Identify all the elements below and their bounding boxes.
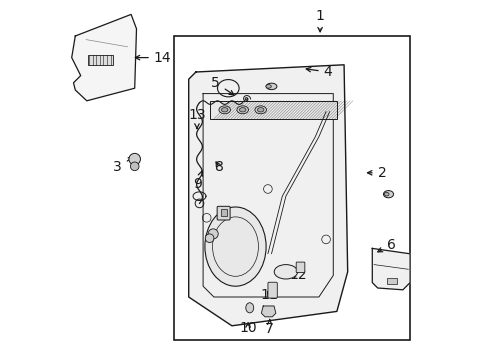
Bar bbox=[174, 36, 409, 340]
Text: 5: 5 bbox=[211, 76, 233, 95]
Polygon shape bbox=[72, 14, 136, 101]
Ellipse shape bbox=[265, 85, 271, 88]
Text: 2: 2 bbox=[366, 166, 386, 180]
Text: 8: 8 bbox=[214, 161, 224, 174]
Text: 10: 10 bbox=[239, 321, 256, 335]
Text: 14: 14 bbox=[135, 51, 171, 64]
Ellipse shape bbox=[254, 106, 266, 114]
Ellipse shape bbox=[239, 108, 245, 112]
Ellipse shape bbox=[219, 106, 230, 114]
Polygon shape bbox=[188, 65, 347, 326]
Bar bbox=[210, 101, 336, 119]
Polygon shape bbox=[261, 306, 275, 317]
Text: 9: 9 bbox=[193, 171, 202, 190]
Bar bbox=[386, 278, 397, 284]
Text: 4: 4 bbox=[305, 65, 332, 79]
Polygon shape bbox=[371, 248, 409, 290]
Text: 6: 6 bbox=[377, 238, 395, 252]
Ellipse shape bbox=[245, 303, 253, 313]
FancyBboxPatch shape bbox=[267, 282, 277, 298]
Circle shape bbox=[208, 229, 218, 239]
Ellipse shape bbox=[204, 207, 265, 286]
Ellipse shape bbox=[384, 192, 388, 196]
Text: 13: 13 bbox=[188, 108, 205, 129]
FancyBboxPatch shape bbox=[217, 206, 230, 220]
FancyBboxPatch shape bbox=[296, 262, 304, 273]
Text: 12: 12 bbox=[289, 269, 306, 282]
Circle shape bbox=[130, 162, 139, 171]
Bar bbox=[221, 209, 226, 216]
Ellipse shape bbox=[257, 108, 264, 112]
Text: 1: 1 bbox=[315, 9, 324, 32]
Ellipse shape bbox=[237, 106, 248, 114]
Circle shape bbox=[205, 234, 213, 243]
Ellipse shape bbox=[274, 265, 297, 279]
Ellipse shape bbox=[221, 108, 227, 112]
Bar bbox=[88, 55, 113, 65]
Text: 7: 7 bbox=[265, 319, 273, 336]
Text: 11: 11 bbox=[260, 288, 278, 302]
Text: 3: 3 bbox=[113, 157, 133, 174]
Circle shape bbox=[129, 153, 140, 165]
Ellipse shape bbox=[383, 190, 393, 198]
Ellipse shape bbox=[265, 83, 276, 90]
